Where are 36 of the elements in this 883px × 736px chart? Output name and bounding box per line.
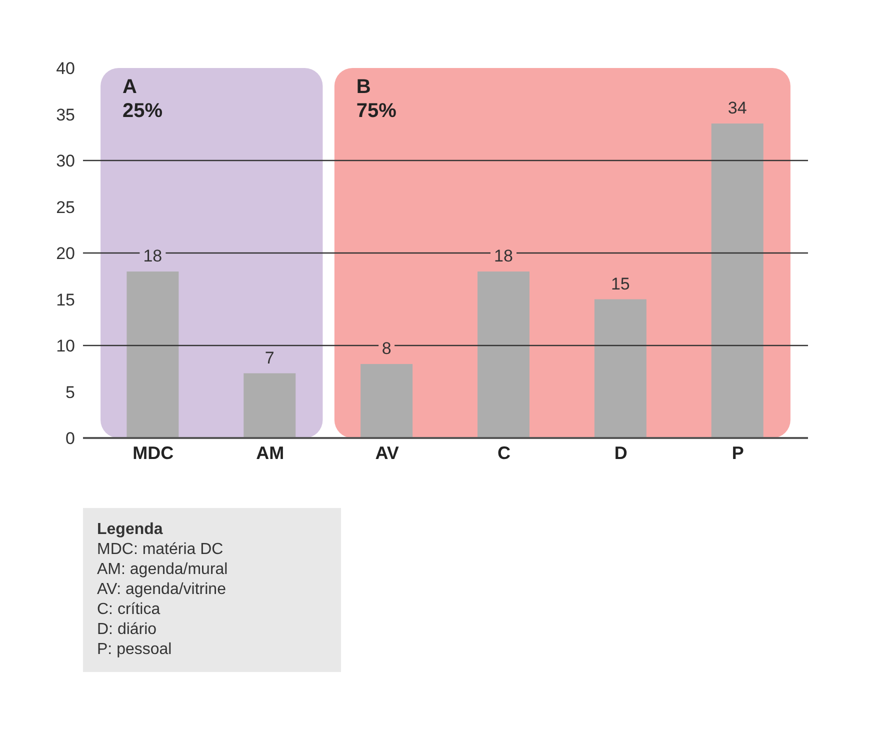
band-label: B 75% xyxy=(356,76,397,122)
data-label: 34 xyxy=(728,98,747,118)
bar xyxy=(711,124,764,438)
bar xyxy=(594,299,646,438)
x-tick-label: C xyxy=(497,442,510,463)
text: AM: agenda/mural xyxy=(97,560,229,580)
data-label: 18 xyxy=(494,246,513,266)
bar xyxy=(126,272,179,438)
y-tick-label: 10 xyxy=(56,336,75,356)
text: AV: agenda/vitrine xyxy=(97,580,227,600)
x-tick-label: MDC xyxy=(132,442,174,463)
x-tick-label: AV xyxy=(375,442,399,463)
text: D: diário xyxy=(97,620,158,640)
y-tick-label: 0 xyxy=(66,429,75,448)
x-tick-label: P xyxy=(732,442,744,463)
y-tick-label: 40 xyxy=(56,59,75,78)
band-label: A 25% xyxy=(122,76,163,122)
text: MDC: matéria DC xyxy=(97,540,224,560)
data-label: 15 xyxy=(610,274,630,294)
y-tick-label: 35 xyxy=(56,105,75,124)
y-tick-label: 15 xyxy=(56,290,75,310)
text: P: pessoal xyxy=(97,640,173,660)
y-tick-label: 25 xyxy=(56,198,75,217)
y-tick-label: 5 xyxy=(66,382,75,402)
data-label: 8 xyxy=(382,339,392,358)
y-tick-label: 20 xyxy=(56,244,75,264)
data-label: 18 xyxy=(143,246,162,266)
x-tick-label: AM xyxy=(256,442,284,463)
text: Legenda xyxy=(97,520,164,540)
text: C: crítica xyxy=(97,600,162,620)
x-tick-label: D xyxy=(614,442,628,463)
y-tick-label: 30 xyxy=(56,152,75,171)
bar xyxy=(360,364,413,438)
data-label: 7 xyxy=(264,348,274,368)
bar xyxy=(244,373,296,438)
bar xyxy=(478,272,530,438)
